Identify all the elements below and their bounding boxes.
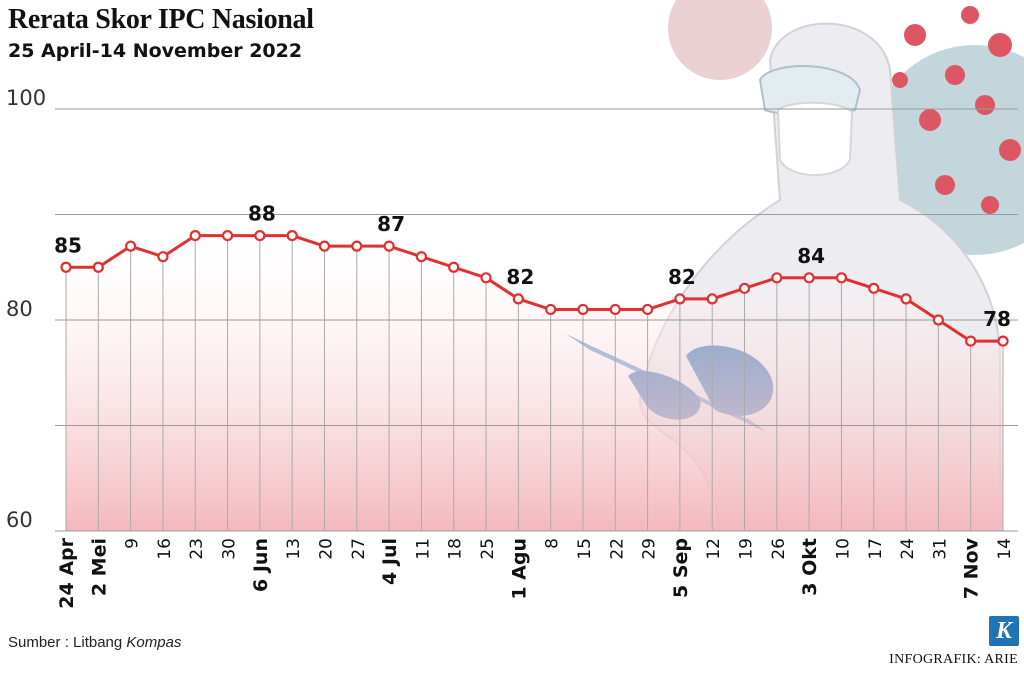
data-point: [318, 240, 331, 252]
data-point: [60, 261, 72, 273]
chart-subtitle: 25 April-14 November 2022: [8, 40, 303, 62]
x-tick-label: 14: [995, 538, 1015, 560]
y-tick-label: 80: [6, 297, 33, 321]
x-tick-label: 25: [478, 538, 498, 560]
x-tick-label: 24 Apr: [56, 537, 78, 608]
data-point: [286, 230, 298, 242]
x-tick-label: 12: [704, 538, 724, 560]
x-tick-label: 7 Nov: [961, 537, 983, 599]
data-point: [448, 261, 460, 273]
x-tick-label: 15: [575, 538, 595, 560]
x-tick-label: 1 Agu: [508, 538, 530, 600]
infographic-credit: INFOGRAFIK: ARIE: [889, 652, 1018, 667]
data-point: [221, 230, 234, 242]
x-tick-label: 24: [898, 538, 918, 560]
data-label: 88: [248, 202, 276, 226]
data-point: [738, 282, 751, 294]
x-tick-label: 31: [930, 538, 950, 560]
data-label: 87: [377, 212, 405, 236]
x-tick-label: 30: [220, 538, 240, 560]
x-tick-label: 10: [833, 538, 853, 560]
x-tick-label: 9: [123, 538, 143, 549]
x-tick-label: 8: [543, 538, 563, 549]
data-point: [997, 335, 1009, 347]
data-point: [932, 314, 944, 326]
x-tick-label: 2 Mei: [88, 538, 110, 596]
data-point: [480, 272, 492, 284]
data-point: [965, 335, 977, 347]
chart-title: Rerata Skor IPC Nasional: [8, 4, 314, 35]
y-tick-label: 60: [6, 508, 33, 532]
x-tick-label: 13: [284, 538, 304, 560]
x-tick-label: 29: [640, 538, 660, 560]
data-point: [674, 293, 686, 305]
data-point: [254, 230, 266, 242]
data-point: [803, 272, 815, 284]
data-point: [706, 293, 718, 305]
data-point: [900, 293, 912, 305]
x-tick-label: 18: [446, 538, 466, 560]
x-tick-label: 4 Jul: [379, 538, 401, 585]
x-tick-label: 27: [349, 538, 369, 560]
y-tick-label: 100: [6, 86, 46, 110]
x-tick-label: 6 Jun: [250, 538, 272, 592]
x-tick-label: 3 Okt: [799, 538, 821, 596]
virus-illustration: [668, 0, 772, 80]
data-point: [125, 240, 137, 252]
data-point: [577, 303, 589, 316]
x-tick-label: 20: [316, 538, 336, 560]
data-point: [351, 240, 363, 252]
data-label: 84: [797, 244, 825, 268]
data-point: [835, 272, 848, 284]
data-point: [92, 261, 104, 273]
data-point: [545, 303, 557, 316]
data-label: 82: [506, 265, 534, 289]
x-tick-label: 19: [737, 538, 757, 560]
x-tick-label: 11: [413, 538, 433, 560]
x-tick-label: 5 Sep: [670, 538, 692, 598]
kompas-logo: K: [989, 616, 1019, 646]
x-tick-label: 23: [187, 538, 207, 560]
data-point: [609, 303, 621, 316]
x-tick-label: 16: [155, 538, 175, 560]
x-tick-label: 22: [607, 538, 627, 560]
area-fill: [66, 235, 1003, 531]
data-point: [415, 251, 428, 263]
data-point: [641, 303, 654, 316]
data-point: [868, 282, 880, 294]
source-publisher: Kompas: [126, 634, 182, 651]
x-tick-label: 26: [769, 538, 789, 560]
data-point: [189, 230, 201, 242]
data-point: [512, 293, 524, 305]
data-point: [771, 272, 783, 284]
data-label: 78: [983, 307, 1011, 331]
data-point: [383, 240, 395, 252]
data-point: [157, 251, 169, 263]
x-tick-label: 17: [866, 538, 886, 560]
source-note: Sumber : Litbang Kompas: [8, 634, 181, 651]
data-label: 85: [54, 233, 82, 257]
data-label: 82: [668, 265, 696, 289]
source-prefix: Sumber : Litbang: [8, 634, 127, 651]
